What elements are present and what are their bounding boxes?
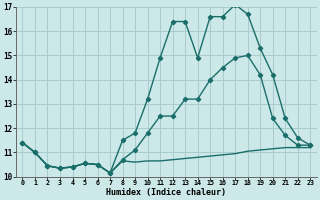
X-axis label: Humidex (Indice chaleur): Humidex (Indice chaleur) bbox=[106, 188, 226, 197]
